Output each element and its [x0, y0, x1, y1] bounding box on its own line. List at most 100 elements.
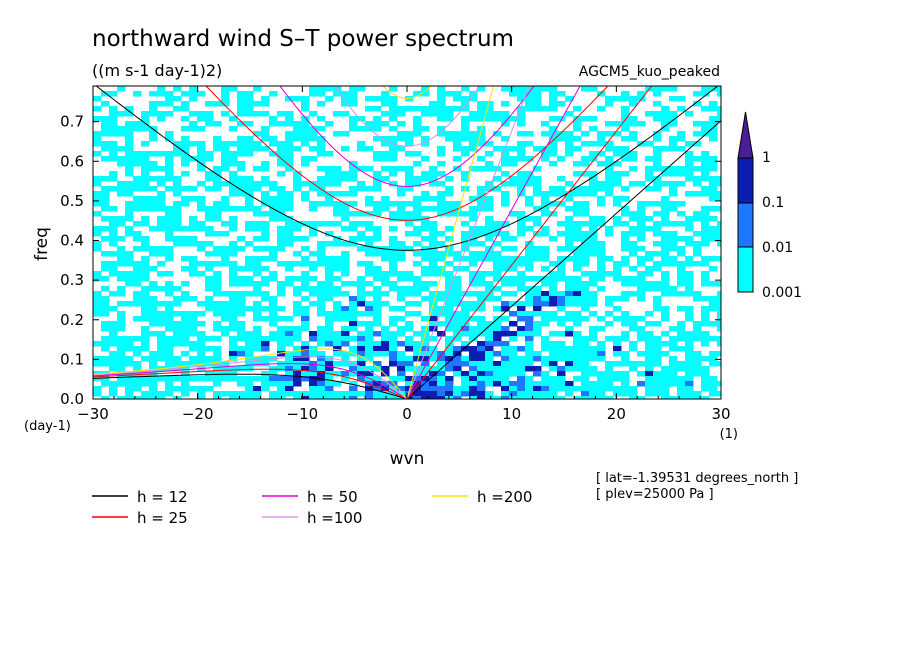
heatmap-cell: [629, 366, 638, 372]
heatmap-cell: [245, 121, 254, 127]
heatmap-cell: [525, 96, 534, 102]
heatmap-cell: [613, 171, 622, 177]
heatmap-cell: [533, 186, 542, 192]
heatmap-cell: [349, 326, 358, 332]
heatmap-cell: [237, 151, 246, 157]
heatmap-cell: [581, 186, 590, 192]
heatmap-cell: [357, 86, 366, 92]
heatmap-cell: [101, 176, 110, 182]
heatmap-cell: [597, 196, 606, 202]
heatmap-cell: [565, 226, 574, 232]
heatmap-cell: [245, 276, 254, 282]
heatmap-cell: [221, 231, 230, 237]
heatmap-cell: [549, 201, 558, 207]
heatmap-cell: [573, 256, 582, 262]
heatmap-cell: [421, 191, 430, 197]
heatmap-cell: [301, 236, 310, 242]
heatmap-cell: [141, 306, 150, 312]
heatmap-cell: [221, 201, 230, 207]
heatmap-cell: [301, 141, 310, 147]
heatmap-cell: [485, 326, 494, 332]
heatmap-cell: [445, 206, 454, 212]
heatmap-cell: [517, 131, 526, 137]
heatmap-cell: [589, 151, 598, 157]
heatmap-cell: [165, 91, 174, 97]
heatmap-cell: [565, 191, 574, 197]
heatmap-cell: [277, 336, 286, 342]
heatmap-cell: [669, 261, 678, 267]
heatmap-cell: [709, 131, 718, 137]
heatmap-cell: [413, 386, 422, 392]
heatmap-cell: [701, 151, 710, 157]
heatmap-cell: [141, 246, 150, 252]
heatmap-cell: [229, 296, 238, 302]
heatmap-cell: [437, 361, 446, 367]
heatmap-cell: [421, 266, 430, 272]
heatmap-cell: [517, 381, 526, 387]
heatmap-cell: [389, 101, 398, 107]
heatmap-cell: [149, 131, 158, 137]
heatmap-cell: [653, 231, 662, 237]
heatmap-cell: [413, 301, 422, 307]
heatmap-cell: [333, 261, 342, 267]
heatmap-cell: [653, 86, 662, 92]
heatmap-cell: [317, 356, 326, 362]
heatmap-cell: [357, 186, 366, 192]
heatmap-cell: [381, 346, 390, 352]
heatmap-cell: [325, 86, 334, 92]
heatmap-cell: [717, 351, 721, 357]
heatmap-cell: [117, 356, 126, 362]
heatmap-cell: [597, 261, 606, 267]
heatmap-cell: [181, 376, 190, 382]
heatmap-cell: [277, 226, 286, 232]
heatmap-cell: [109, 331, 118, 337]
heatmap-cell: [653, 386, 662, 392]
heatmap-cell: [701, 381, 710, 387]
heatmap-cell: [317, 176, 326, 182]
heatmap-cell: [237, 296, 246, 302]
heatmap-cell: [629, 321, 638, 327]
heatmap-cell: [373, 266, 382, 272]
heatmap-cell: [333, 351, 342, 357]
heatmap-cell: [629, 266, 638, 272]
heatmap-cell: [421, 346, 430, 352]
heatmap-cell: [645, 141, 654, 147]
heatmap-cell: [293, 186, 302, 192]
heatmap-cell: [685, 216, 694, 222]
y-axis: 0.00.10.20.30.40.50.60.7: [60, 113, 721, 408]
heatmap-cell: [341, 101, 350, 107]
heatmap-cell: [477, 316, 486, 322]
heatmap-cell: [245, 186, 254, 192]
heatmap-cell: [181, 326, 190, 332]
heatmap-cell: [437, 101, 446, 107]
heatmap-cell: [677, 391, 686, 397]
heatmap-cell: [693, 296, 702, 302]
heatmap-cell: [581, 116, 590, 122]
heatmap-cell: [669, 221, 678, 227]
heatmap-cell: [357, 221, 366, 227]
heatmap-cell: [605, 271, 614, 277]
heatmap-cell: [693, 371, 702, 377]
heatmap-cell: [133, 201, 142, 207]
heatmap-cell: [285, 266, 294, 272]
heatmap-cell: [533, 356, 542, 362]
heatmap-cell: [285, 156, 294, 162]
heatmap-cell: [549, 281, 558, 287]
heatmap-cell: [437, 91, 446, 97]
heatmap-cell: [373, 201, 382, 207]
heatmap-cell: [173, 361, 182, 367]
heatmap-cell: [301, 116, 310, 122]
heatmap-cell: [637, 336, 646, 342]
heatmap-cell: [565, 221, 574, 227]
heatmap-cell: [125, 276, 134, 282]
heatmap-cell: [269, 331, 278, 337]
heatmap-cell: [341, 206, 350, 212]
heatmap-cell: [101, 146, 110, 152]
heatmap-cell: [101, 381, 110, 387]
heatmap-cell: [205, 116, 214, 122]
heatmap-cell: [397, 146, 406, 152]
heatmap-cell: [501, 191, 510, 197]
heatmap-cell: [341, 371, 350, 377]
heatmap-cell: [469, 371, 478, 377]
heatmap-cell: [317, 306, 326, 312]
